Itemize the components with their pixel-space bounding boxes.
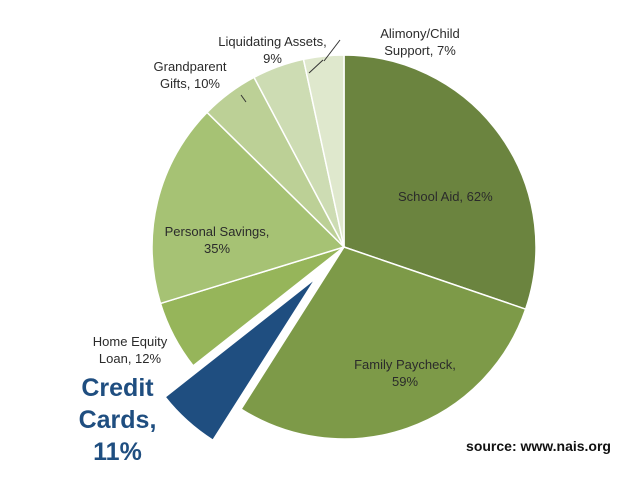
- label-personal-savings: Personal Savings, 35%: [164, 224, 270, 256]
- pie-slice-personal-savings: [151, 111, 346, 305]
- label-liquidating-assets: Liquidating Assets, 9%: [218, 34, 327, 66]
- label-family-paycheck: Family Paycheck, 59%: [354, 357, 456, 389]
- label-grandparent-gifts: Grandparent Gifts, 10%: [153, 59, 227, 91]
- pie-slice-family-paycheck: [240, 246, 527, 440]
- pie-slice-alimony-child-support: [302, 54, 345, 248]
- pie-slice-school-aid: [343, 54, 537, 311]
- leader-line-2: [240, 94, 247, 103]
- leader-line-0: [308, 59, 324, 74]
- label-school-aid: School Aid, 62%: [398, 189, 493, 204]
- pie-slice-credit-cards: [163, 277, 317, 442]
- source-note: source: www.nais.org: [466, 438, 611, 454]
- label-home-equity-loan: Home Equity Loan, 12%: [92, 334, 168, 366]
- leader-line-1: [323, 39, 341, 62]
- label-alimony-child-support: Alimony/Child Support, 7%: [380, 26, 460, 58]
- label-credit-cards: Credit Cards, 11%: [78, 374, 157, 466]
